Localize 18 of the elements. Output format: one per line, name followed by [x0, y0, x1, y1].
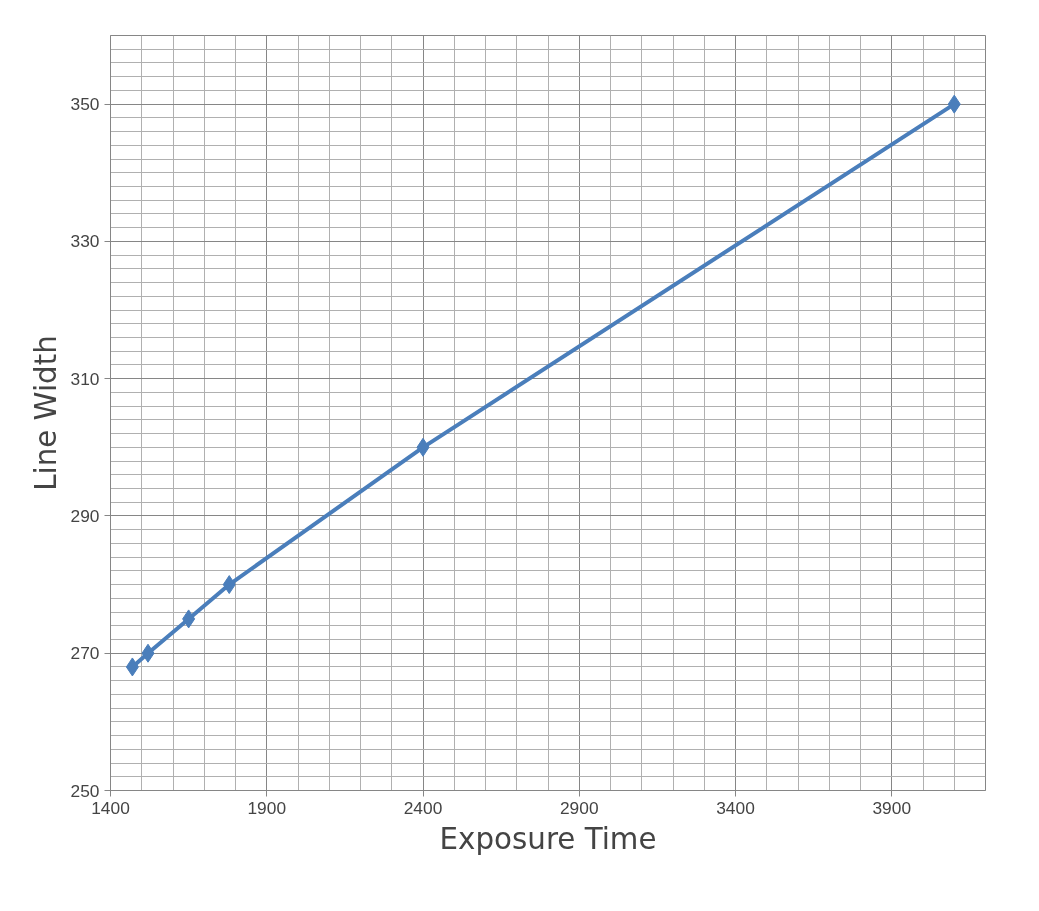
x-axis-title: Exposure Time: [439, 821, 657, 856]
y-axis-title: Line Width: [28, 335, 63, 491]
y-tick-label: 310: [70, 368, 100, 389]
x-tick-label: 2400: [403, 797, 443, 818]
point: [141, 643, 155, 663]
point: [947, 94, 961, 114]
y-tick-label: 350: [70, 94, 100, 115]
x-tick-label: 1900: [247, 797, 287, 818]
x-tick-label: 3900: [872, 797, 912, 818]
y-tick-label: 290: [70, 505, 100, 526]
point: [125, 657, 139, 677]
y-tick-label: 330: [70, 231, 100, 252]
y-tick-label: 270: [70, 643, 100, 664]
point: [182, 609, 196, 629]
point: [222, 575, 236, 595]
x-tick-label: 3400: [716, 797, 755, 818]
x-tick-label: 2900: [559, 797, 599, 818]
point: [416, 437, 430, 457]
